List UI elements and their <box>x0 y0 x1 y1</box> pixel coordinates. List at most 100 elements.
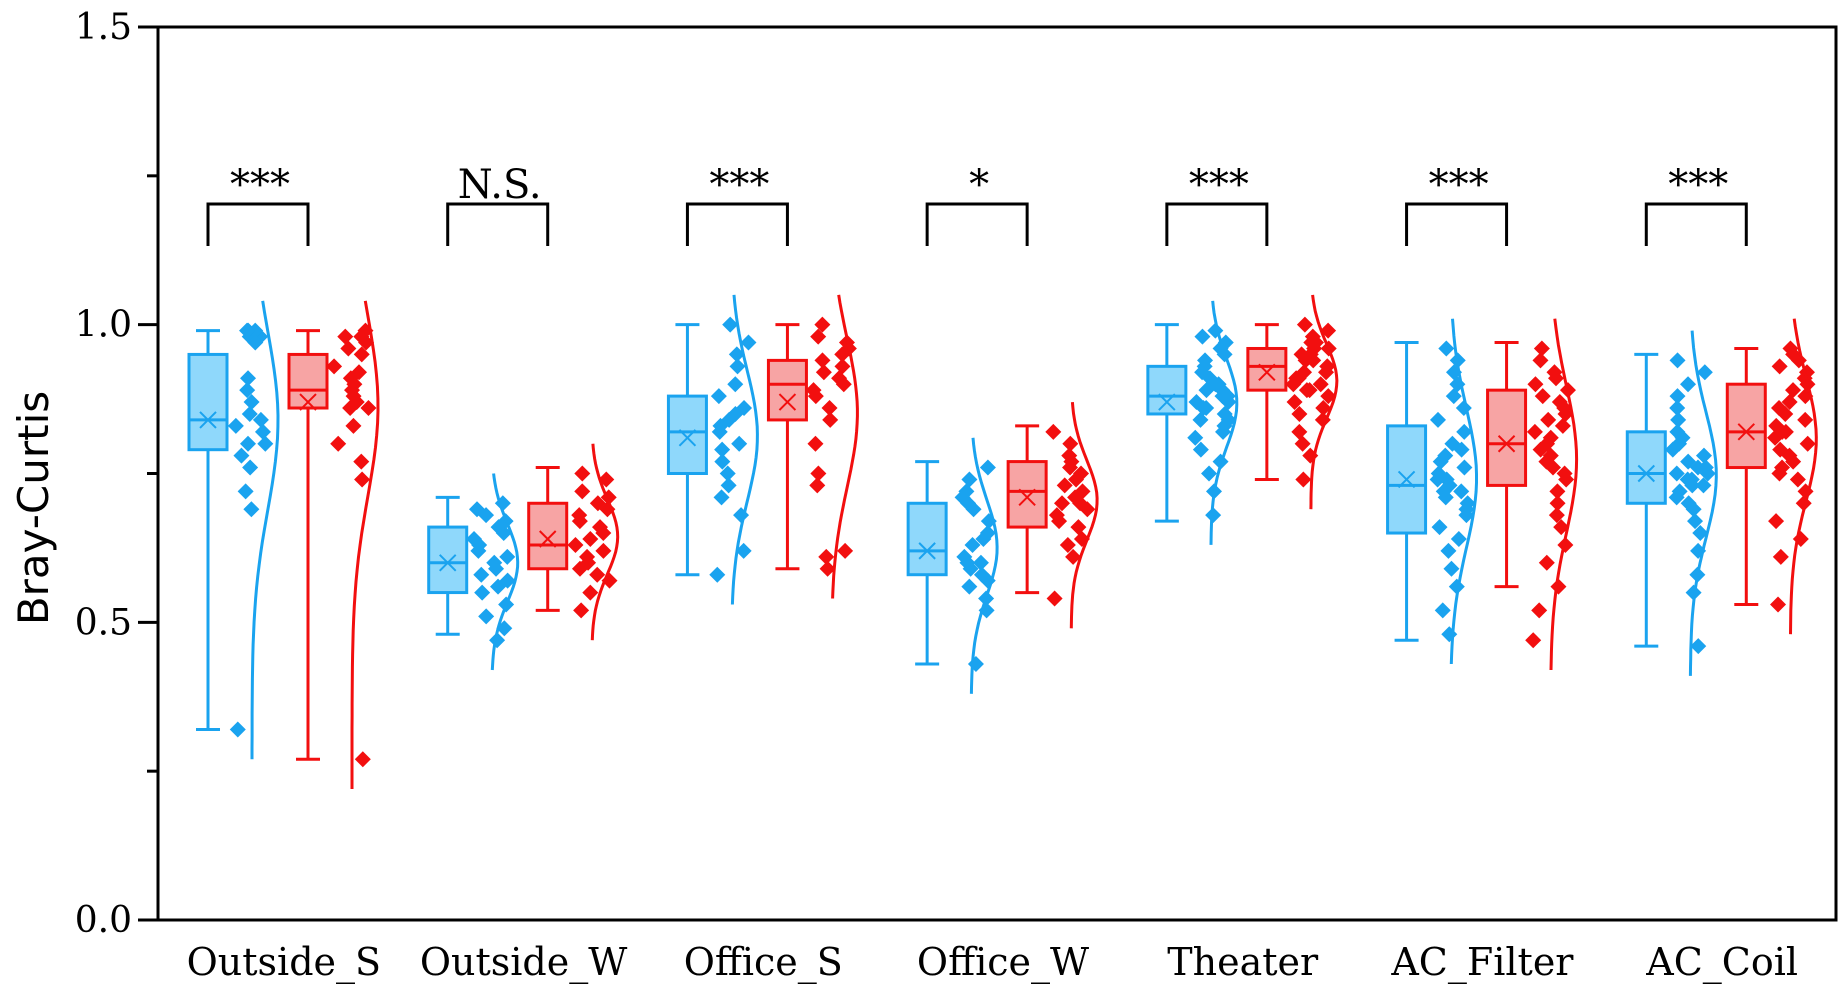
data-point <box>1435 483 1452 500</box>
y-tick-label: 1.0 <box>75 305 132 346</box>
data-point <box>486 554 503 571</box>
data-point <box>961 578 978 595</box>
mean-marker <box>1258 363 1276 382</box>
data-point <box>728 346 745 363</box>
data-point <box>241 405 258 422</box>
data-point <box>1774 423 1791 440</box>
data-point <box>1458 501 1475 518</box>
data-point <box>810 465 827 482</box>
data-point <box>589 566 606 583</box>
data-point <box>710 388 727 405</box>
data-point <box>340 340 357 357</box>
data-point <box>714 453 731 470</box>
data-point <box>229 721 246 738</box>
data-point <box>1697 459 1714 476</box>
data-point <box>571 507 588 524</box>
data-point <box>1315 400 1332 417</box>
data-point <box>1430 411 1447 428</box>
data-point <box>1046 590 1063 607</box>
box <box>1725 382 1767 470</box>
data-point <box>1554 417 1571 434</box>
data-point <box>809 477 826 494</box>
data-point <box>713 489 730 506</box>
significance-label: *** <box>1189 162 1249 208</box>
labels: Bray-Curtis Outside_S *** Outside_W N.S. Off… <box>9 162 1798 985</box>
data-point <box>1431 519 1448 536</box>
mean-marker <box>1397 470 1416 489</box>
significance-label: N.S. <box>458 162 542 208</box>
significance-bracket <box>925 202 1029 246</box>
data-point <box>1443 560 1460 577</box>
distribution-curve <box>250 300 280 760</box>
data-point <box>582 530 599 547</box>
data-point <box>834 358 851 375</box>
data-point <box>243 501 260 518</box>
data-point <box>1216 405 1233 422</box>
data-point <box>326 358 343 375</box>
data-point <box>473 566 490 583</box>
box <box>1486 388 1528 487</box>
data-point <box>731 435 748 452</box>
data-point <box>815 364 832 381</box>
data-point <box>354 751 371 768</box>
data-point <box>247 334 264 351</box>
blue-group-outside_s <box>187 300 280 760</box>
significance-label: * <box>969 162 989 208</box>
distribution-curve <box>490 473 520 671</box>
data-point <box>239 435 256 452</box>
data-point <box>330 435 347 452</box>
distribution-curve <box>350 300 380 789</box>
x-category-label: AC_Filter <box>1390 940 1574 985</box>
data-point <box>227 417 244 434</box>
data-point <box>709 566 726 583</box>
blue-group-theater <box>1146 300 1239 545</box>
data-point <box>1680 376 1697 393</box>
data-point <box>1671 483 1688 500</box>
data-point <box>1690 638 1707 655</box>
data-point <box>1696 364 1713 381</box>
mean-marker <box>439 554 457 572</box>
data-point <box>1072 495 1089 512</box>
blue-group-ac_filter <box>1386 318 1478 665</box>
data-point <box>831 370 848 387</box>
blue-group-outside_w <box>427 473 520 671</box>
data-point <box>1061 447 1078 464</box>
plot-area <box>187 294 1818 789</box>
data-point <box>1532 352 1549 369</box>
data-point <box>818 548 835 565</box>
data-point <box>242 459 259 476</box>
data-point <box>1194 328 1211 345</box>
red-group-outside_s <box>287 300 380 789</box>
data-point <box>719 465 736 482</box>
distribution-curve <box>831 294 859 599</box>
data-point <box>1073 465 1090 482</box>
box <box>427 525 469 595</box>
data-point <box>979 459 996 476</box>
data-point <box>1303 334 1320 351</box>
distribution-curve <box>1309 294 1339 510</box>
data-point <box>1556 465 1573 482</box>
data-point <box>1772 548 1789 565</box>
box <box>766 358 808 422</box>
box <box>1146 364 1188 416</box>
data-point <box>1687 513 1704 530</box>
data-point <box>736 400 753 417</box>
data-point <box>1192 411 1209 428</box>
data-point <box>821 400 838 417</box>
data-point <box>1774 459 1791 476</box>
data-point <box>239 322 256 339</box>
distribution-curve <box>1069 401 1099 629</box>
significance-label: *** <box>230 162 290 208</box>
red-group-office_w <box>1006 401 1099 629</box>
x-category-label: Outside_S <box>187 940 381 985</box>
data-point <box>237 483 254 500</box>
significance-label: *** <box>709 162 769 208</box>
data-point <box>589 495 606 512</box>
data-point <box>1441 626 1458 643</box>
data-point <box>254 423 271 440</box>
mean-marker <box>918 542 936 560</box>
data-point <box>239 382 256 399</box>
mean-marker <box>539 530 557 548</box>
data-point <box>1054 495 1071 512</box>
